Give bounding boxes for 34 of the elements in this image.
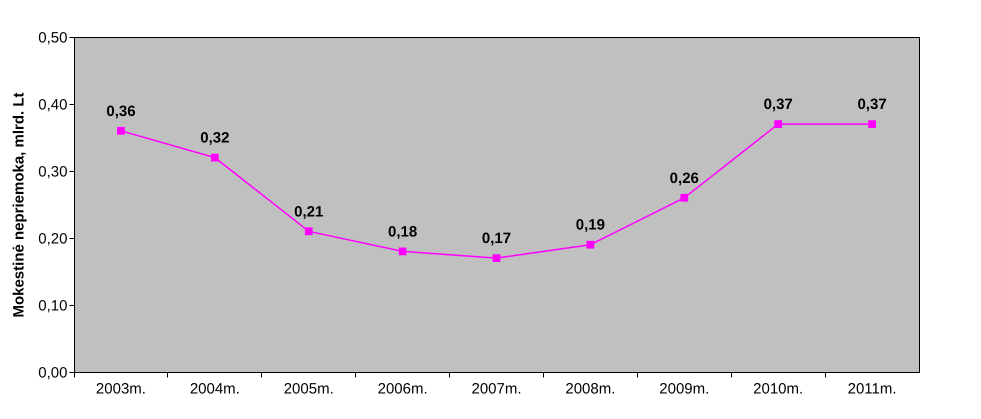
data-label: 0,37 — [764, 96, 793, 114]
point — [680, 194, 688, 202]
y-axis-title: Mokestinė nepriemoka, mlrd. Lt — [10, 92, 28, 318]
x-tick-label: 2009m. — [659, 380, 710, 398]
data-label: 0,17 — [482, 230, 512, 248]
y-tick-label: 0,10 — [38, 298, 68, 314]
x-tick-label: 2006m. — [378, 380, 428, 398]
point — [586, 240, 594, 249]
data-label: 0,26 — [670, 170, 699, 187]
data-label: 0,18 — [388, 223, 418, 240]
x-tick-label: 2004m. — [190, 380, 240, 398]
y-tick-label: 0,50 — [38, 30, 68, 46]
data-label: 0,36 — [106, 102, 136, 120]
x-tick-label: 2005m. — [284, 380, 334, 398]
data-label: 0,19 — [576, 216, 605, 234]
x-tick-label: 2010m. — [753, 380, 804, 398]
x-tick-label: 2011m. — [848, 380, 897, 398]
point — [868, 120, 876, 128]
data-label: 0,21 — [294, 203, 324, 220]
point — [398, 248, 406, 256]
data-label: 0,32 — [200, 130, 230, 147]
y-tick-label: 0,00 — [38, 364, 68, 382]
data-label: 0,37 — [857, 96, 887, 114]
point — [210, 154, 219, 162]
point — [492, 254, 500, 262]
point — [304, 227, 313, 236]
x-tick-label: 2003m. — [96, 380, 146, 398]
x-tick-label: 2008m. — [565, 380, 616, 398]
point — [117, 126, 125, 135]
y-tick-label: 0,30 — [38, 164, 68, 180]
point — [774, 120, 782, 128]
y-tick-label: 0,40 — [38, 96, 68, 114]
y-tick-label: 0,20 — [38, 230, 68, 248]
x-tick-label: 2007m. — [471, 380, 522, 398]
